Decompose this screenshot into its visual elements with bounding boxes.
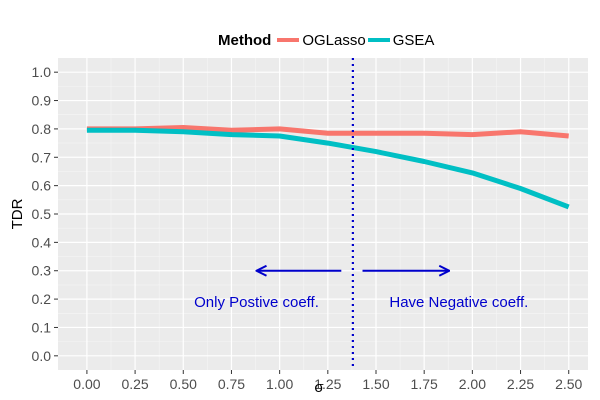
x-tick-label: 0.50 <box>170 376 197 392</box>
x-tick-label: 2.50 <box>555 376 582 392</box>
legend: Method OGLasso GSEA <box>218 30 434 50</box>
x-tick-label: 0.25 <box>121 376 148 392</box>
legend-title: Method <box>218 31 272 49</box>
annotation-positive: Only Postive coeff. <box>194 294 319 311</box>
grid-major <box>58 58 588 370</box>
y-tick-label: 0.3 <box>32 263 52 279</box>
legend-key-oglasso <box>277 38 300 42</box>
y-tick-label: 0.5 <box>32 206 52 222</box>
x-axis: 0.00 0.25 0.50 0.75 1.00 1.25 1.50 1.75 2.00 2.25… <box>73 370 583 392</box>
legend-label-gsea: GSEA <box>392 31 435 49</box>
y-tick-label: 0.9 <box>32 93 52 109</box>
series-layer <box>86 125 570 210</box>
annotation-negative: Have Negative coeff. <box>389 294 528 311</box>
series-line-oglasso <box>86 125 569 139</box>
x-tick-label: 0.00 <box>73 376 100 392</box>
y-tick-label: 0.4 <box>32 234 52 250</box>
x-tick-label: 2.00 <box>459 376 486 392</box>
x-axis-label: σ <box>314 379 324 396</box>
legend-item-gsea: GSEA <box>367 31 435 49</box>
y-tick-label: 1.0 <box>32 64 52 80</box>
y-axis: 0.0 0.1 0.2 0.3 0.4 0.5 0.6 0.7 0.8 0.9 1.0 <box>32 64 58 364</box>
x-tick-label: 1.00 <box>266 376 293 392</box>
y-tick-label: 0.7 <box>32 149 52 165</box>
legend-label-oglasso: OGLasso <box>302 31 366 49</box>
x-tick-label: 0.75 <box>218 376 245 392</box>
y-tick-label: 0.6 <box>32 178 52 194</box>
y-tick-label: 0.8 <box>32 121 52 137</box>
x-tick-label: 2.25 <box>507 376 534 392</box>
overlay-layer: Only Postive coeff. Have Negative coeff. <box>194 58 528 370</box>
legend-key-gsea <box>367 38 390 42</box>
x-tick-label: 1.75 <box>411 376 438 392</box>
y-tick-label: 0.0 <box>32 348 52 364</box>
y-tick-label: 0.1 <box>32 319 52 335</box>
legend-item-oglasso: OGLasso <box>277 31 366 49</box>
y-axis-label: TDR <box>9 198 26 229</box>
y-tick-label: 0.2 <box>32 291 52 307</box>
x-tick-label: 1.25 <box>314 376 341 392</box>
series-line-gsea <box>86 127 570 210</box>
x-tick-label: 1.50 <box>362 376 389 392</box>
